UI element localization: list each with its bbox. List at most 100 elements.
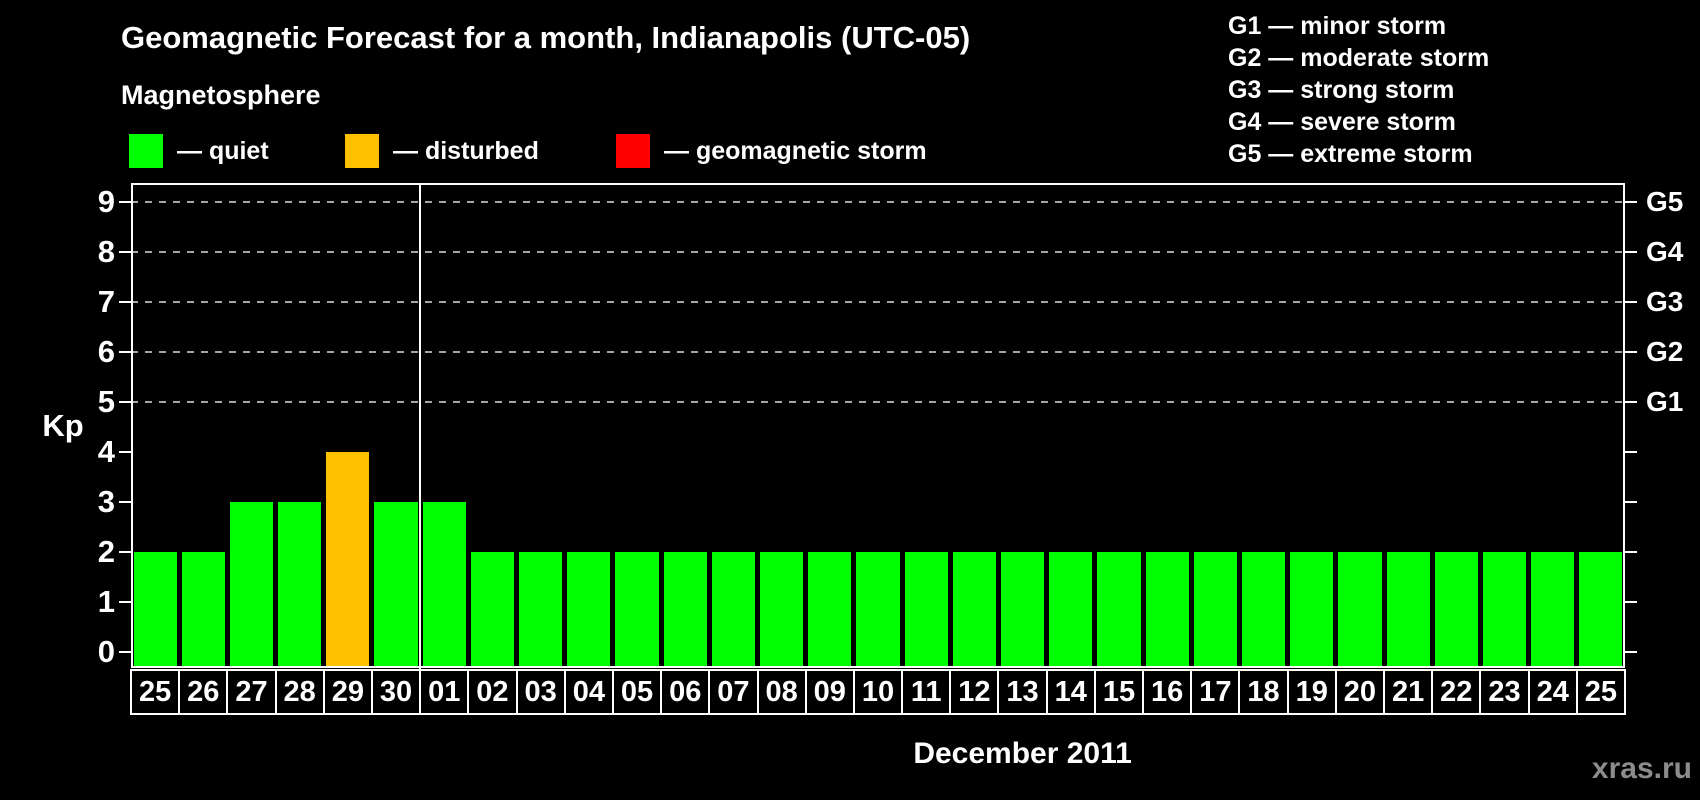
x-axis-title: December 2011 xyxy=(913,737,1132,770)
legend-item-storm: — geomagnetic storm xyxy=(616,134,927,168)
day-label-dec-09: 09 xyxy=(804,669,855,715)
y-tick-label-2: 2 xyxy=(97,534,115,569)
right-axis-tick-7 xyxy=(1625,301,1637,303)
kp-bar-day-30 xyxy=(374,502,418,668)
kp-bar-day-12 xyxy=(952,552,996,668)
y-tick-label-4: 4 xyxy=(97,434,115,469)
right-axis-tick-0 xyxy=(1625,651,1637,653)
y-tick-label-8: 8 xyxy=(97,234,115,269)
gridline-kp8 xyxy=(131,251,1625,253)
left-axis-tick-5 xyxy=(119,401,131,403)
kp-bar-day-13 xyxy=(1000,552,1045,668)
kp-bar-day-16 xyxy=(1145,552,1189,668)
kp-bar-day-08 xyxy=(760,552,804,668)
kp-bar-day-15 xyxy=(1097,552,1141,668)
day-label-dec-04: 04 xyxy=(563,669,614,715)
y-tick-label-5: 5 xyxy=(97,384,115,419)
day-label-dec-23: 23 xyxy=(1479,669,1530,715)
right-axis-tick-8 xyxy=(1625,251,1637,253)
y-tick-label-1: 1 xyxy=(97,584,115,619)
day-label-dec-18: 18 xyxy=(1238,669,1289,715)
left-axis-tick-1 xyxy=(119,601,131,603)
kp-bar-day-04 xyxy=(567,552,611,668)
right-axis-tick-4 xyxy=(1625,451,1637,453)
day-label-dec-03: 03 xyxy=(515,669,566,715)
kp-bar-day-28 xyxy=(278,502,322,668)
legend-label-storm: — geomagnetic storm xyxy=(664,136,927,165)
day-label-dec-13: 13 xyxy=(997,669,1048,715)
kp-bar-day-09 xyxy=(808,552,852,668)
kp-bar-day-22 xyxy=(1434,552,1478,668)
right-axis-tick-1 xyxy=(1625,601,1637,603)
kp-bar-day-06 xyxy=(663,552,707,668)
day-label-dec-08: 08 xyxy=(756,669,807,715)
g-legend-line-1: G1 — minor storm xyxy=(1228,12,1447,40)
gridline-kp6 xyxy=(131,351,1625,353)
day-label-dec-12: 12 xyxy=(949,669,1000,715)
y-tick-label-6: 6 xyxy=(97,334,115,369)
kp-bar-day-29 xyxy=(326,452,370,668)
day-label-dec-25: 25 xyxy=(1575,669,1626,715)
g-scale-label-G2: G2 xyxy=(1646,336,1684,367)
legend-label-disturbed: — disturbed xyxy=(393,136,539,165)
page-title: Geomagnetic Forecast for a month, Indian… xyxy=(121,20,971,55)
month-separator-line xyxy=(419,183,422,670)
kp-bar-day-14 xyxy=(1049,552,1093,668)
right-axis-tick-5 xyxy=(1625,401,1637,403)
gridline-kp9 xyxy=(131,201,1625,203)
kp-bar-day-20 xyxy=(1338,552,1382,668)
g-scale-legend: G1 — minor storm G2 — moderate storm G3 — … xyxy=(1228,10,1489,170)
left-axis-tick-8 xyxy=(119,251,131,253)
kp-bar-day-07 xyxy=(711,552,755,668)
kp-bar-day-03 xyxy=(519,552,563,668)
g-legend-line-2: G2 — moderate storm xyxy=(1228,44,1490,72)
day-label-dec-05: 05 xyxy=(611,669,663,715)
left-axis-tick-2 xyxy=(119,551,131,553)
day-label-dec-21: 21 xyxy=(1383,669,1434,715)
kp-bar-day-25 xyxy=(1579,552,1623,668)
day-label-dec-02: 02 xyxy=(467,669,518,715)
legend-item-quiet: — quiet xyxy=(129,134,269,168)
right-axis-tick-9 xyxy=(1625,201,1637,203)
kp-bar-day-26 xyxy=(181,552,225,668)
kp-bar-day-02 xyxy=(470,552,515,668)
day-label-nov-25: 25 xyxy=(130,669,181,715)
left-axis-tick-9 xyxy=(119,201,131,203)
day-label-nov-30: 30 xyxy=(370,669,422,715)
day-label-dec-11: 11 xyxy=(901,669,952,715)
right-axis-tick-3 xyxy=(1625,501,1637,503)
g-scale-label-G5: G5 xyxy=(1646,186,1684,217)
g-scale-label-G3: G3 xyxy=(1646,286,1684,317)
storm-swatch xyxy=(616,134,650,168)
kp-bar-day-01 xyxy=(422,502,466,668)
day-label-nov-26: 26 xyxy=(178,669,229,715)
y-tick-label-3: 3 xyxy=(97,484,115,519)
day-label-nov-28: 28 xyxy=(274,669,325,715)
day-label-dec-24: 24 xyxy=(1527,669,1578,715)
day-label-dec-01: 01 xyxy=(419,669,470,715)
quiet-swatch xyxy=(129,134,163,168)
day-label-dec-14: 14 xyxy=(1045,669,1096,715)
day-label-dec-22: 22 xyxy=(1431,669,1482,715)
y-tick-label-9: 9 xyxy=(97,184,115,219)
kp-bar-day-05 xyxy=(615,552,659,668)
y-axis-title: Kp xyxy=(42,408,84,443)
day-label-dec-17: 17 xyxy=(1190,669,1241,715)
legend-item-disturbed: — disturbed xyxy=(345,134,539,168)
y-tick-label-7: 7 xyxy=(97,284,115,319)
day-label-dec-15: 15 xyxy=(1093,669,1145,715)
kp-bar-day-23 xyxy=(1482,552,1527,668)
g-scale-label-G1: G1 xyxy=(1646,386,1684,417)
day-label-dec-20: 20 xyxy=(1334,669,1386,715)
left-axis-tick-4 xyxy=(119,451,131,453)
day-label-dec-19: 19 xyxy=(1286,669,1337,715)
disturbed-swatch xyxy=(345,134,379,168)
magnetosphere-subtitle: Magnetosphere xyxy=(121,80,321,110)
right-axis-tick-2 xyxy=(1625,551,1637,553)
left-axis-tick-3 xyxy=(119,501,131,503)
g-legend-line-4: G4 — severe storm xyxy=(1228,108,1456,136)
kp-bar-day-24 xyxy=(1531,552,1575,668)
left-axis-tick-0 xyxy=(119,651,131,653)
right-axis-tick-6 xyxy=(1625,351,1637,353)
